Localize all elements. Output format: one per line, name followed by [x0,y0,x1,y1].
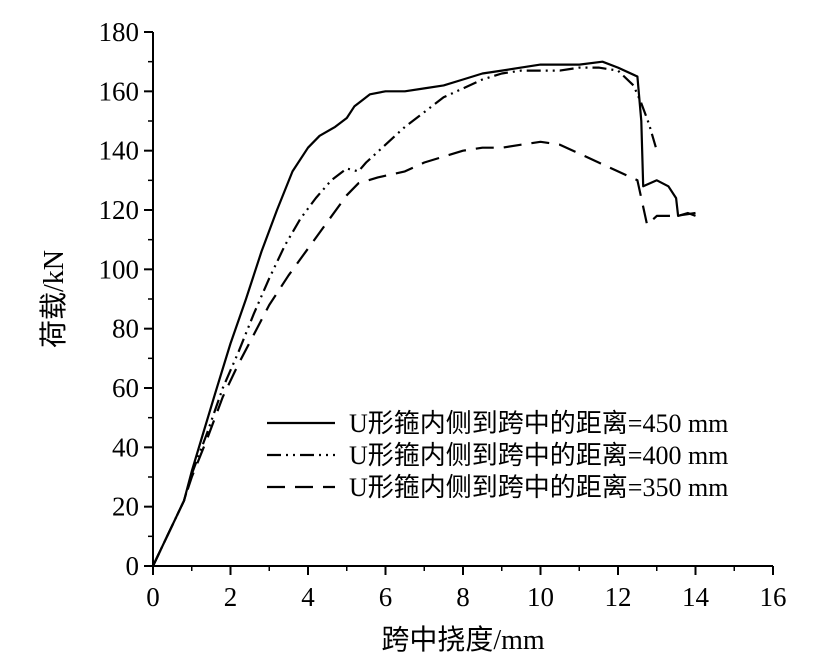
legend-label-2: U形箍内侧到跨中的距离=400 mm [349,441,728,470]
x-tick-label: 10 [527,582,554,612]
y-tick-label: 180 [99,17,140,47]
x-tick-label: 2 [224,582,238,612]
y-axis-title: 荷载/kN [38,250,70,348]
series-line-3 [152,140,696,567]
x-tick-label: 14 [682,582,710,612]
y-tick-label: 140 [99,136,140,166]
y-tick-label: 120 [99,195,140,225]
x-tick-label: 12 [605,582,632,612]
series-layer [152,60,696,567]
series-line-1 [152,60,696,567]
x-tick-label: 8 [456,582,470,612]
x-tick-label: 4 [301,582,315,612]
y-tick-label: 40 [112,432,139,462]
legend-label-1: U形箍内侧到跨中的距离=450 mm [349,409,728,438]
legend: U形箍内侧到跨中的距离=450 mm U形箍内侧到跨中的距离=400 mm U形箍内… [267,409,728,502]
series-line-2 [152,66,658,567]
y-tick-label: 20 [112,492,139,522]
y-tick-label: 0 [126,551,140,581]
x-tick-label: 16 [760,582,787,612]
legend-label-3: U形箍内侧到跨中的距离=350 mm [349,473,728,502]
y-tick-label: 160 [99,76,140,106]
y-tick-label: 100 [99,254,140,284]
x-axis-title: 跨中挠度/mm [381,624,545,656]
x-tick-label: 0 [146,582,160,612]
x-tick-label: 6 [379,582,393,612]
y-tick-label: 80 [112,314,139,344]
y-tick-label: 60 [112,373,139,403]
